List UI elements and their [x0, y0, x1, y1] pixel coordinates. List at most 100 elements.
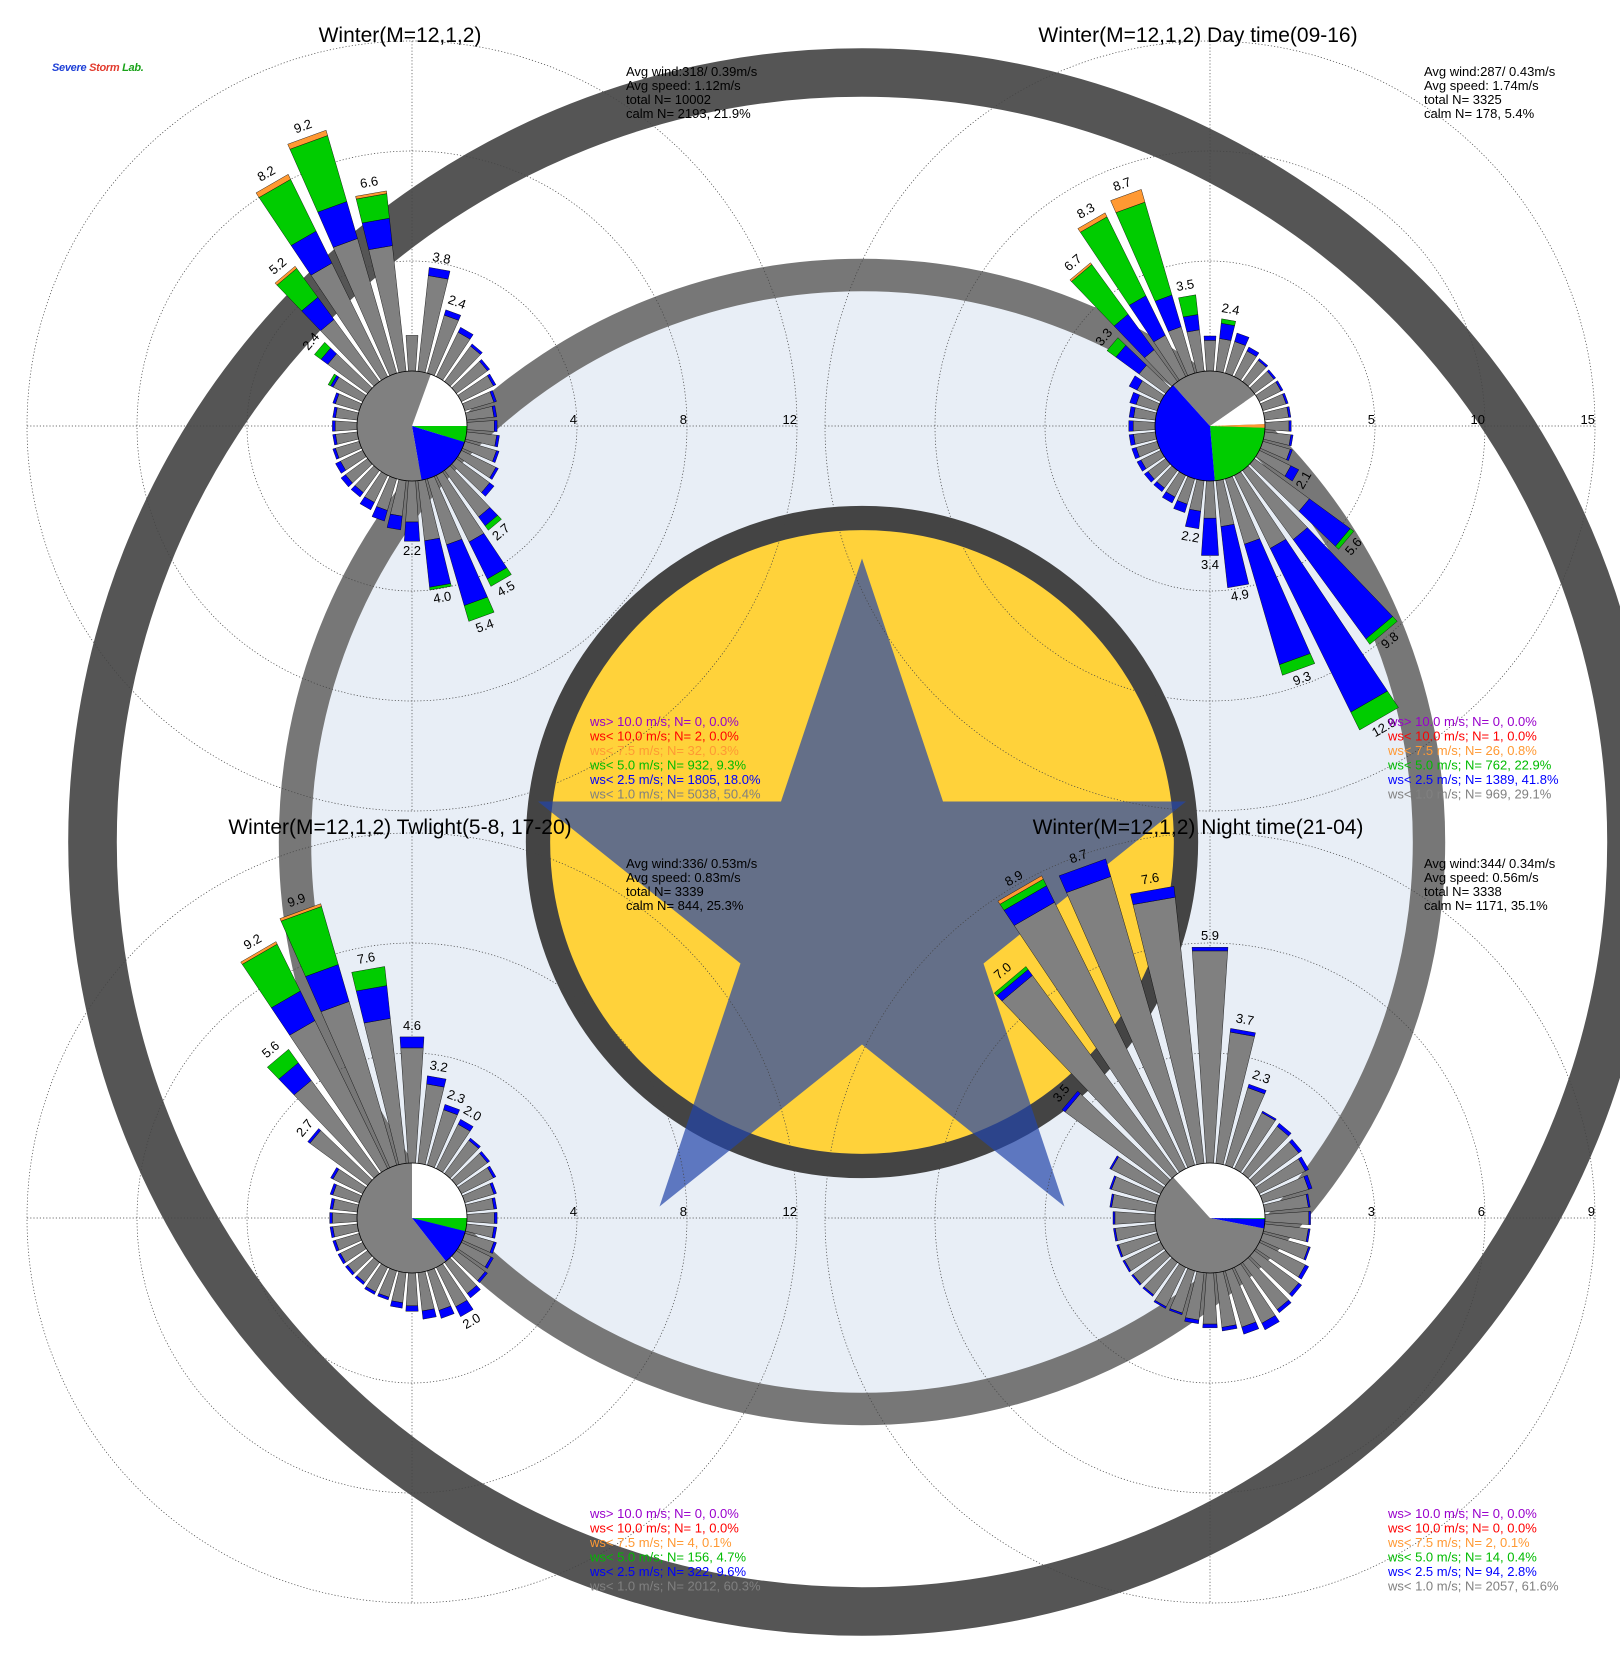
calm-pie-slice — [412, 1163, 467, 1218]
stats-total-n: total N= 3325 — [1424, 92, 1502, 107]
legend-entry: ws< 10.0 m/s; N= 0, 0.0% — [1387, 1521, 1537, 1536]
chart-title: Winter(M=12,1,2) Night time(21-04) — [1033, 816, 1364, 839]
bar-value-label: 8.9 — [1002, 867, 1025, 889]
radial-tick-label: 15 — [1581, 412, 1595, 427]
bar-value-label: 4.0 — [432, 588, 452, 606]
calm-pie-slice — [1210, 426, 1265, 481]
bar-value-label: 8.2 — [255, 162, 278, 184]
bar-value-label: 7.6 — [1140, 870, 1160, 888]
legend-entry: ws> 10.0 m/s; N= 0, 0.0% — [1387, 714, 1537, 729]
wind-bar-segment — [494, 420, 497, 431]
wind-bar-segment — [1220, 323, 1235, 340]
radial-tick-label: 6 — [1478, 1204, 1485, 1219]
radial-tick-label: 12 — [783, 1204, 797, 1219]
stats-avg-wind: Avg wind:344/ 0.34m/s — [1424, 856, 1556, 871]
legend-entry: ws< 7.5 m/s; N= 32, 0.3% — [589, 743, 739, 758]
wind-bar-segment — [1133, 421, 1155, 431]
stats-total-n: total N= 10002 — [626, 92, 711, 107]
legend-entry: ws> 10.0 m/s; N= 0, 0.0% — [1387, 1506, 1537, 1521]
bar-value-label: 7.0 — [991, 959, 1014, 982]
stats-avg-wind: Avg wind:287/ 0.43m/s — [1424, 64, 1556, 79]
legend-entry: ws< 2.5 m/s; N= 94, 2.8% — [1387, 1564, 1537, 1579]
legend-entry: ws< 5.0 m/s; N= 932, 9.3% — [589, 758, 747, 773]
wind-bar-segment — [332, 421, 335, 432]
bar-value-label: 9.9 — [285, 890, 307, 910]
bar-value-label: 2.4 — [446, 292, 468, 312]
bar-value-label: 2.4 — [1220, 300, 1240, 318]
radial-tick-label: 4 — [570, 1204, 577, 1219]
stats-calm-n: calm N= 844, 25.3% — [626, 898, 744, 913]
legend-entry: ws< 2.5 m/s; N= 1805, 18.0% — [589, 772, 761, 787]
bar-value-label: 2.2 — [1180, 528, 1200, 546]
wind-bar-segment — [330, 1213, 333, 1224]
stats-calm-n: calm N= 178, 5.4% — [1424, 106, 1535, 121]
bar-value-label: 5.9 — [1201, 928, 1219, 943]
radial-tick-label: 3 — [1368, 1204, 1375, 1219]
stats-avg-wind: Avg wind:318/ 0.39m/s — [626, 64, 758, 79]
bar-value-label: 6.6 — [359, 173, 379, 191]
wind-bar-segment — [1265, 421, 1289, 431]
legend-entry: ws< 5.0 m/s; N= 14, 0.4% — [1387, 1550, 1537, 1565]
legend-entry: ws< 10.0 m/s; N= 2, 0.0% — [589, 729, 739, 744]
legend-entry: ws< 7.5 m/s; N= 26, 0.8% — [1387, 743, 1537, 758]
radial-tick-label: 10 — [1471, 412, 1485, 427]
radial-tick-label: 8 — [680, 412, 687, 427]
bar-value-label: 8.7 — [1111, 174, 1133, 194]
stats-total-n: total N= 3339 — [626, 884, 704, 899]
wind-bar-segment — [400, 1037, 424, 1048]
wind-bar-segment — [335, 421, 357, 431]
legend-entry: ws< 5.0 m/s; N= 762, 22.9% — [1387, 758, 1552, 773]
bar-value-label: 3.5 — [1175, 276, 1195, 294]
wind-bar-segment — [1204, 340, 1215, 371]
bar-value-label: 3.8 — [431, 249, 451, 267]
bar-value-label: 3.4 — [1201, 557, 1219, 572]
chart-title: Winter(M=12,1,2) — [319, 24, 482, 47]
wind-bar-segment — [1185, 509, 1200, 529]
stats-avg-speed: Avg speed: 1.74m/s — [1424, 78, 1539, 93]
bar-value-label: 8.3 — [1074, 200, 1097, 222]
legend-entry: ws< 1.0 m/s; N= 969, 29.1% — [1387, 787, 1552, 802]
wind-bar-segment — [406, 1273, 418, 1306]
stats-avg-speed: Avg speed: 1.12m/s — [626, 78, 741, 93]
stats-calm-n: calm N= 2193, 21.9% — [626, 106, 751, 121]
legend-entry: ws> 10.0 m/s; N= 0, 0.0% — [589, 1506, 739, 1521]
bar-value-label: 2.0 — [461, 1102, 484, 1124]
bar-value-label: 8.7 — [1067, 846, 1089, 866]
stats-total-n: total N= 3338 — [1424, 884, 1502, 899]
legend-entry: ws> 10.0 m/s; N= 0, 0.0% — [589, 714, 739, 729]
wind-bar-segment — [404, 522, 419, 541]
wind-bar-segment — [406, 481, 419, 522]
wind-bar-segment — [1179, 295, 1198, 317]
stats-avg-wind: Avg wind:336/ 0.53m/s — [626, 856, 758, 871]
wind-bar-segment — [406, 335, 418, 371]
legend-entry: ws< 2.5 m/s; N= 1389, 41.8% — [1387, 772, 1559, 787]
bar-value-label: 2.3 — [445, 1086, 467, 1106]
wind-bar-segment — [1201, 518, 1218, 555]
wind-bar-segment — [332, 1213, 357, 1224]
wind-bar-segment — [1183, 315, 1199, 333]
wind-bar-segment — [1192, 947, 1228, 951]
wind-bar-segment — [1204, 336, 1216, 340]
chart-title: Winter(M=12,1,2) Twlight(5-8, 17-20) — [228, 816, 571, 839]
legend-entry: ws< 1.0 m/s; N= 2057, 61.6% — [1387, 1579, 1559, 1594]
wind-bar-segment — [1204, 481, 1216, 518]
radial-tick-label: 5 — [1368, 412, 1375, 427]
legend-entry: ws< 10.0 m/s; N= 1, 0.0% — [1387, 729, 1537, 744]
legend-entry: ws< 10.0 m/s; N= 1, 0.0% — [589, 1521, 739, 1536]
legend-entry: ws< 2.5 m/s; N= 322, 9.6% — [589, 1564, 747, 1579]
wind-rose-panel: 3 6 9 Winter(M=12,1,2) Night time(21-04) Avg… — [825, 816, 1595, 1603]
stats-avg-speed: Avg speed: 0.56m/s — [1424, 870, 1539, 885]
radial-tick-label: 9 — [1588, 1204, 1595, 1219]
wind-bar-segment — [406, 1306, 418, 1312]
bar-value-label: 9.2 — [241, 931, 264, 953]
legend-entry: ws< 7.5 m/s; N= 2, 0.1% — [1387, 1535, 1530, 1550]
wind-bar-segment — [494, 1212, 497, 1223]
legend-entry: ws< 1.0 m/s; N= 2012, 60.3% — [589, 1579, 761, 1594]
wind-bar-segment — [356, 986, 390, 1023]
bar-value-label: 9.2 — [292, 116, 314, 136]
bar-value-label: 2.3 — [1250, 1067, 1272, 1087]
